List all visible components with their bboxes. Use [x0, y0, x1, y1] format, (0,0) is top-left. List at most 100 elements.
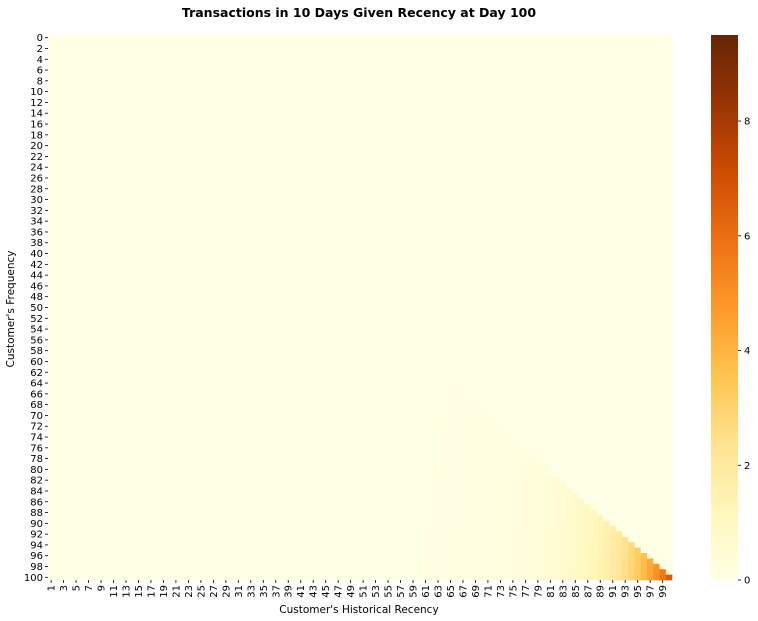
heatmap-cell: [328, 115, 336, 122]
heatmap-cell: [372, 245, 380, 252]
heatmap-cell: [79, 94, 86, 101]
heatmap-cell: [378, 256, 386, 262]
heatmap-cell: [160, 35, 167, 41]
heatmap-cell: [647, 196, 654, 203]
heatmap-cell: [565, 99, 573, 106]
heatmap-cell: [335, 240, 342, 246]
heatmap-cell: [622, 105, 629, 111]
heatmap-cell: [147, 186, 155, 192]
heatmap-cell: [397, 121, 405, 128]
heatmap-cell: [91, 196, 99, 203]
heatmap-cell: [172, 299, 180, 306]
heatmap-cell: [285, 105, 292, 111]
heatmap-cell: [185, 180, 192, 187]
heatmap-cell: [428, 159, 436, 165]
heatmap-cell: [665, 229, 673, 236]
heatmap-cell: [222, 180, 230, 187]
heatmap-cell: [185, 142, 192, 149]
heatmap-cell: [154, 175, 161, 182]
heatmap-cell: [622, 45, 629, 52]
heatmap-cell: [66, 137, 74, 144]
heatmap-cell: [285, 288, 292, 295]
heatmap-cell: [297, 250, 305, 257]
heatmap-cell: [416, 277, 423, 284]
heatmap-cell: [453, 261, 461, 268]
heatmap-cell: [66, 153, 74, 160]
heatmap-cell: [640, 180, 648, 187]
heatmap-cell: [278, 67, 286, 74]
heatmap-cell: [272, 159, 280, 165]
heatmap-cell: [416, 234, 423, 241]
heatmap-cell: [310, 213, 317, 219]
heatmap-cell: [584, 61, 592, 68]
heatmap-cell: [291, 294, 298, 300]
heatmap-cell: [360, 40, 367, 47]
heatmap-cell: [447, 234, 454, 241]
heatmap-cell: [116, 99, 124, 106]
heatmap-cell: [60, 142, 68, 149]
heatmap-cell: [659, 159, 667, 165]
heatmap-cell: [516, 175, 523, 182]
heatmap-cell: [253, 51, 261, 57]
heatmap-cell: [116, 256, 124, 262]
heatmap-cell: [378, 56, 386, 63]
heatmap-cell: [472, 45, 479, 52]
heatmap-cell: [428, 223, 436, 230]
heatmap-cell: [129, 223, 136, 230]
heatmap-cell: [403, 45, 411, 52]
heatmap-cell: [116, 294, 124, 300]
heatmap-cell: [647, 99, 654, 106]
heatmap-cell: [422, 175, 429, 182]
heatmap-cell: [491, 137, 498, 144]
heatmap-cell: [534, 272, 542, 279]
heatmap-cell: [260, 35, 267, 41]
heatmap-cell: [497, 67, 504, 74]
heatmap-cell: [559, 126, 567, 133]
heatmap-cell: [166, 288, 174, 295]
heatmap-cell: [559, 72, 567, 79]
heatmap-cell: [559, 261, 567, 268]
heatmap-cell: [584, 175, 592, 182]
heatmap-cell: [185, 137, 192, 144]
heatmap-cell: [559, 51, 567, 57]
heatmap-cell: [216, 218, 224, 225]
heatmap-cell: [372, 78, 380, 84]
heatmap-cell: [316, 132, 323, 138]
heatmap-cell: [534, 164, 542, 171]
heatmap-cell: [310, 121, 317, 128]
heatmap-cell: [459, 164, 467, 171]
heatmap-cell: [141, 40, 149, 47]
heatmap-cell: [60, 288, 68, 295]
heatmap-cell: [253, 234, 261, 241]
heatmap-cell: [659, 191, 667, 198]
heatmap-cell: [397, 207, 405, 214]
heatmap-cell: [247, 261, 255, 268]
heatmap-cell: [628, 56, 635, 63]
heatmap-cell: [97, 186, 105, 192]
heatmap-cell: [497, 153, 504, 160]
heatmap-cell: [197, 250, 205, 257]
heatmap-cell: [491, 169, 498, 176]
heatmap-cell: [303, 261, 311, 268]
heatmap-cell: [603, 61, 610, 68]
heatmap-cell: [310, 105, 317, 111]
heatmap-cell: [615, 283, 623, 289]
heatmap-cell: [597, 126, 604, 133]
heatmap-cell: [166, 159, 174, 165]
heatmap-cell: [497, 218, 504, 225]
heatmap-cell: [122, 180, 130, 187]
heatmap-cell: [60, 294, 68, 300]
heatmap-cell: [172, 267, 180, 273]
heatmap-cell: [322, 78, 330, 84]
heatmap-cell: [104, 202, 111, 209]
heatmap-cell: [391, 288, 398, 295]
heatmap-cell: [665, 78, 673, 84]
heatmap-cell: [122, 245, 130, 252]
heatmap-cell: [484, 67, 492, 74]
heatmap-cell: [447, 277, 454, 284]
heatmap-cell: [179, 180, 186, 187]
heatmap-cell: [584, 277, 592, 284]
heatmap-cell: [634, 261, 642, 268]
heatmap-cell: [615, 213, 623, 219]
heatmap-cell: [122, 283, 130, 289]
